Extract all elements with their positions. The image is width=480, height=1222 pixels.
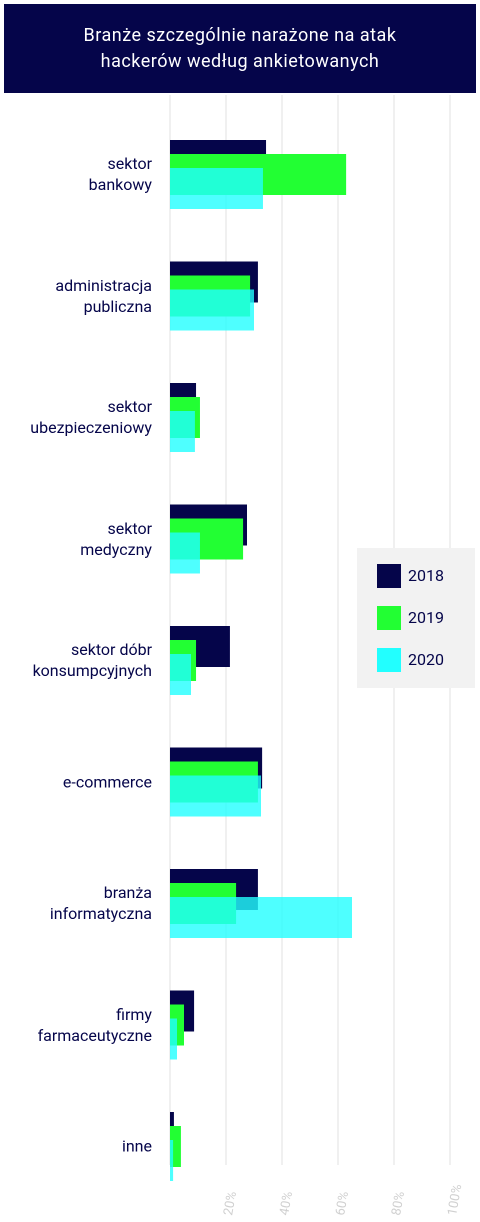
bar	[170, 1018, 177, 1060]
legend-box	[357, 548, 475, 688]
y-tick-label: e-commerce	[62, 772, 152, 791]
y-tick-label: firmy farmaceutyczne	[37, 1004, 152, 1045]
legend-label: 2020	[408, 650, 444, 669]
y-tick-label: sektor bankowy	[88, 154, 152, 194]
bar	[170, 289, 254, 331]
y-tick-label: branża informatyczna	[49, 883, 152, 923]
bar	[170, 1140, 174, 1181]
bar	[170, 775, 261, 817]
chart-title: Branże szczególnie narażone na atak hack…	[4, 4, 476, 93]
x-tick-label: 100%	[445, 1183, 465, 1217]
x-tick-label: 60%	[333, 1190, 352, 1216]
bar	[170, 897, 352, 938]
y-tick-label: sektor dóbr konsumpcyjnych	[32, 640, 152, 680]
x-tick-label: 80%	[389, 1190, 408, 1216]
y-tick-label: sektor medyczny	[80, 518, 152, 559]
y-tick-label: administracja publiczna	[55, 275, 152, 316]
legend-swatch	[377, 564, 401, 588]
legend-swatch	[377, 648, 401, 672]
bar	[170, 168, 263, 209]
legend-swatch	[377, 606, 401, 630]
bar	[170, 1126, 181, 1167]
bar	[170, 532, 200, 574]
x-tick-label: 40%	[277, 1190, 296, 1216]
bar	[170, 654, 191, 695]
bar	[170, 411, 195, 452]
x-tick-label: 20%	[221, 1190, 240, 1216]
y-tick-label: sektor ubezpieczeniowy	[30, 397, 152, 437]
legend: 2018 2019 2020	[357, 548, 475, 688]
legend-label: 2018	[408, 566, 444, 585]
legend-label: 2019	[408, 608, 444, 627]
y-tick-label: inne	[121, 1136, 152, 1156]
